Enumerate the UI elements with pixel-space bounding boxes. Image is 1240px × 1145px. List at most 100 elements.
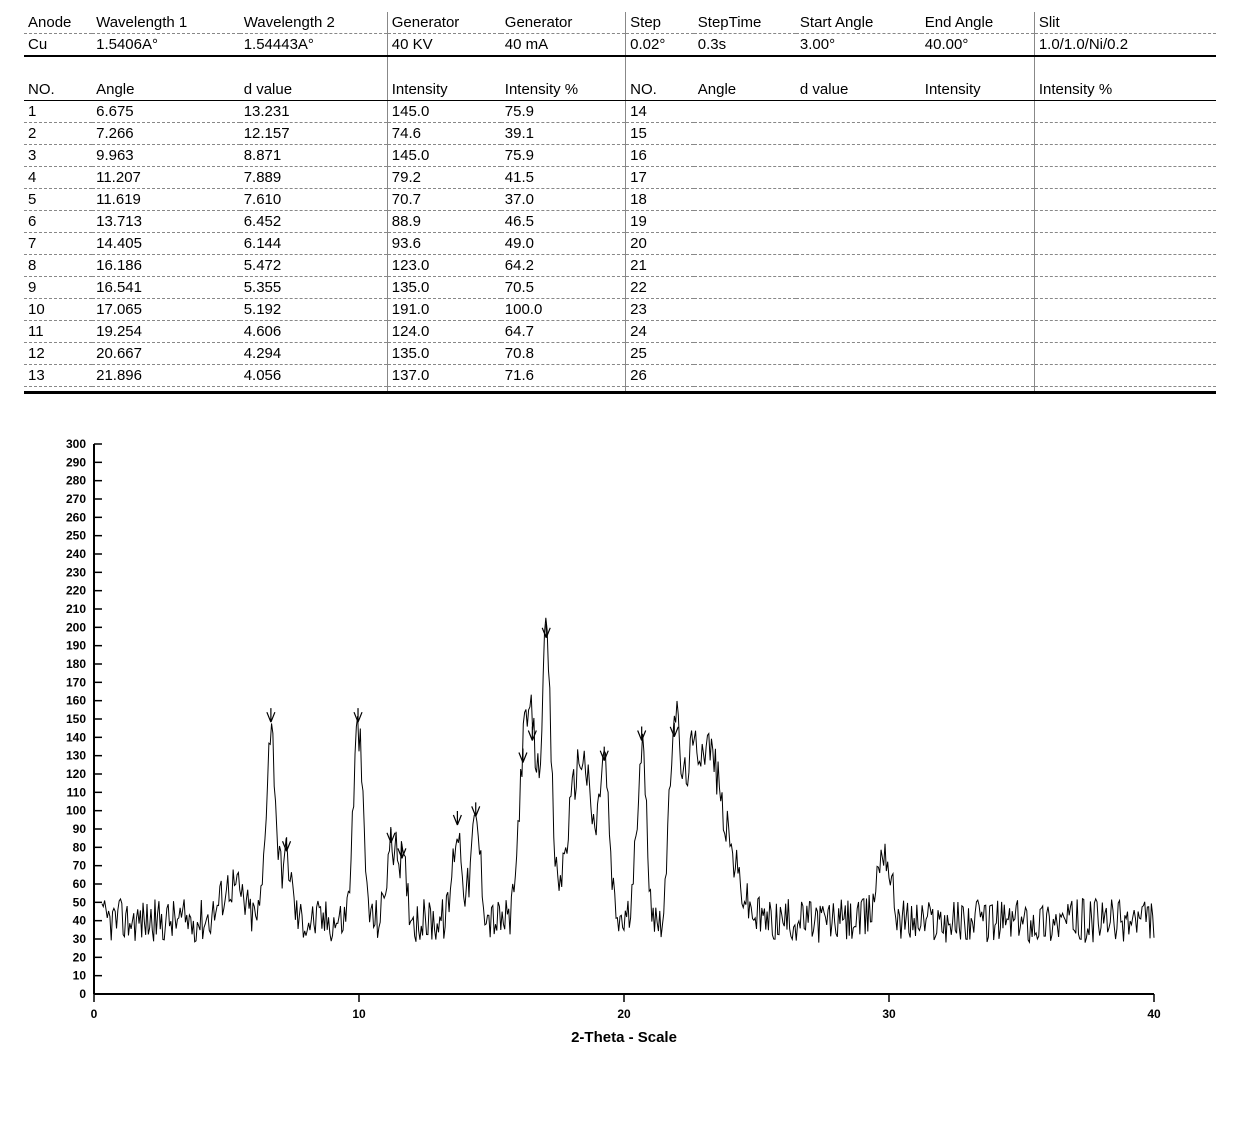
svg-text:0: 0 — [91, 1007, 98, 1021]
cell: 37.0 — [501, 189, 626, 211]
cell: 14.405 — [92, 233, 240, 255]
svg-text:10: 10 — [73, 969, 87, 983]
svg-text:2-Theta - Scale: 2-Theta - Scale — [571, 1029, 677, 1046]
cell: 191.0 — [387, 299, 501, 321]
cell — [694, 189, 796, 211]
cell: 75.9 — [501, 101, 626, 123]
cell: 15 — [626, 123, 694, 145]
cell — [694, 167, 796, 189]
cell — [694, 365, 796, 387]
cell — [921, 101, 1035, 123]
svg-text:60: 60 — [73, 877, 87, 891]
cell: 1.54443A° — [240, 34, 388, 57]
cell — [694, 211, 796, 233]
cell: 75.9 — [501, 145, 626, 167]
cell: 145.0 — [387, 145, 501, 167]
cell: 4 — [24, 167, 92, 189]
svg-text:210: 210 — [66, 602, 86, 616]
cell — [1034, 211, 1216, 233]
cell — [694, 123, 796, 145]
cell: 88.9 — [387, 211, 501, 233]
cell: 5.472 — [240, 255, 388, 277]
cell — [1034, 101, 1216, 123]
cell: 14 — [626, 101, 694, 123]
cell: d value — [240, 79, 388, 101]
cell: 4.294 — [240, 343, 388, 365]
cell: 64.2 — [501, 255, 626, 277]
cell — [921, 343, 1035, 365]
cell: Wavelength 1 — [92, 12, 240, 34]
cell — [796, 255, 921, 277]
cell — [1034, 233, 1216, 255]
cell: 9 — [24, 277, 92, 299]
cell — [796, 123, 921, 145]
cell: NO. — [626, 79, 694, 101]
svg-text:280: 280 — [66, 474, 86, 488]
cell: StepTime — [694, 12, 796, 34]
cell: 5.192 — [240, 299, 388, 321]
cell: 123.0 — [387, 255, 501, 277]
cell — [796, 365, 921, 387]
cell — [921, 277, 1035, 299]
cell: 19 — [626, 211, 694, 233]
cell: 11.619 — [92, 189, 240, 211]
cell: 6.144 — [240, 233, 388, 255]
cell: 21 — [626, 255, 694, 277]
cell: End Angle — [921, 12, 1035, 34]
cell: 17 — [626, 167, 694, 189]
cell: 10 — [24, 299, 92, 321]
svg-text:150: 150 — [66, 712, 86, 726]
cell — [694, 343, 796, 365]
cell: Step — [626, 12, 694, 34]
svg-text:140: 140 — [66, 730, 86, 744]
svg-text:120: 120 — [66, 767, 86, 781]
cell — [921, 365, 1035, 387]
cell: 6 — [24, 211, 92, 233]
cell: 8 — [24, 255, 92, 277]
cell: 12 — [24, 343, 92, 365]
cell — [1034, 167, 1216, 189]
cell — [694, 277, 796, 299]
cell — [921, 123, 1035, 145]
cell — [796, 167, 921, 189]
svg-text:30: 30 — [882, 1007, 896, 1021]
cell: 41.5 — [501, 167, 626, 189]
svg-text:90: 90 — [73, 822, 87, 836]
cell: 18 — [626, 189, 694, 211]
cell: 124.0 — [387, 321, 501, 343]
cell — [921, 321, 1035, 343]
cell: 70.8 — [501, 343, 626, 365]
svg-text:70: 70 — [73, 859, 87, 873]
svg-text:260: 260 — [66, 510, 86, 524]
cell: 5.355 — [240, 277, 388, 299]
cell: 135.0 — [387, 277, 501, 299]
cell: 11 — [24, 321, 92, 343]
cell — [921, 145, 1035, 167]
xrd-data-table: AnodeWavelength 1Wavelength 2GeneratorGe… — [24, 12, 1216, 394]
cell: 79.2 — [387, 167, 501, 189]
cell: 20 — [626, 233, 694, 255]
svg-text:190: 190 — [66, 639, 86, 653]
svg-text:30: 30 — [73, 932, 87, 946]
cell: d value — [796, 79, 921, 101]
svg-text:200: 200 — [66, 620, 86, 634]
cell: 0.02° — [626, 34, 694, 57]
svg-text:300: 300 — [66, 437, 86, 451]
cell: 19.254 — [92, 321, 240, 343]
svg-text:40: 40 — [1147, 1007, 1161, 1021]
cell: Intensity % — [1034, 79, 1216, 101]
cell: 9.963 — [92, 145, 240, 167]
cell: 40 mA — [501, 34, 626, 57]
cell — [796, 101, 921, 123]
svg-text:80: 80 — [73, 840, 87, 854]
svg-text:50: 50 — [73, 895, 87, 909]
cell: 17.065 — [92, 299, 240, 321]
cell: 100.0 — [501, 299, 626, 321]
cell: 137.0 — [387, 365, 501, 387]
cell — [1034, 343, 1216, 365]
cell: 24 — [626, 321, 694, 343]
cell: 1 — [24, 101, 92, 123]
cell — [1034, 299, 1216, 321]
cell: 1.0/1.0/Ni/0.2 — [1034, 34, 1216, 57]
cell: Cu — [24, 34, 92, 57]
